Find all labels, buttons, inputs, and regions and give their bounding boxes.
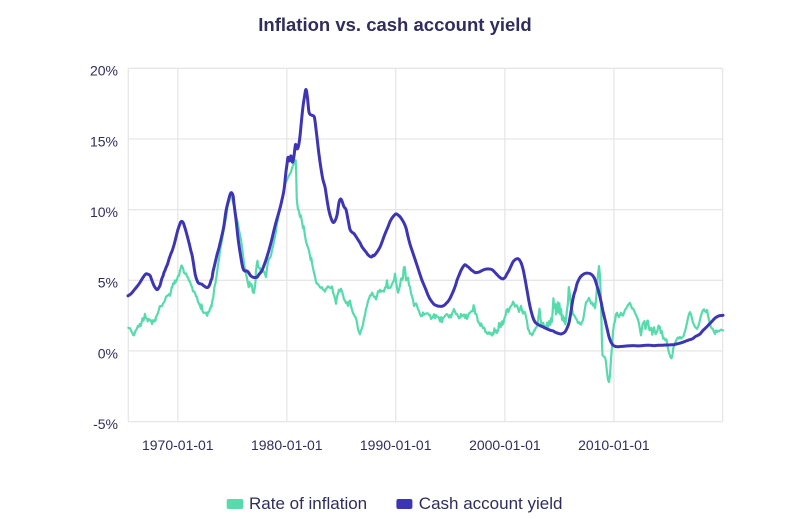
svg-text:2010-01-01: 2010-01-01	[578, 437, 650, 453]
svg-text:-5%: -5%	[93, 416, 118, 432]
svg-text:Cash account yield: Cash account yield	[419, 494, 563, 513]
svg-text:Inflation vs. cash account yie: Inflation vs. cash account yield	[258, 14, 531, 35]
svg-text:10%: 10%	[90, 204, 118, 220]
svg-text:Rate of inflation: Rate of inflation	[249, 494, 367, 513]
svg-text:5%: 5%	[98, 275, 118, 291]
svg-text:1970-01-01: 1970-01-01	[142, 437, 214, 453]
svg-text:20%: 20%	[90, 63, 118, 79]
svg-text:1990-01-01: 1990-01-01	[360, 437, 432, 453]
svg-text:2000-01-01: 2000-01-01	[469, 437, 541, 453]
svg-text:1980-01-01: 1980-01-01	[251, 437, 323, 453]
svg-text:0%: 0%	[98, 345, 118, 361]
svg-text:15%: 15%	[90, 133, 118, 149]
